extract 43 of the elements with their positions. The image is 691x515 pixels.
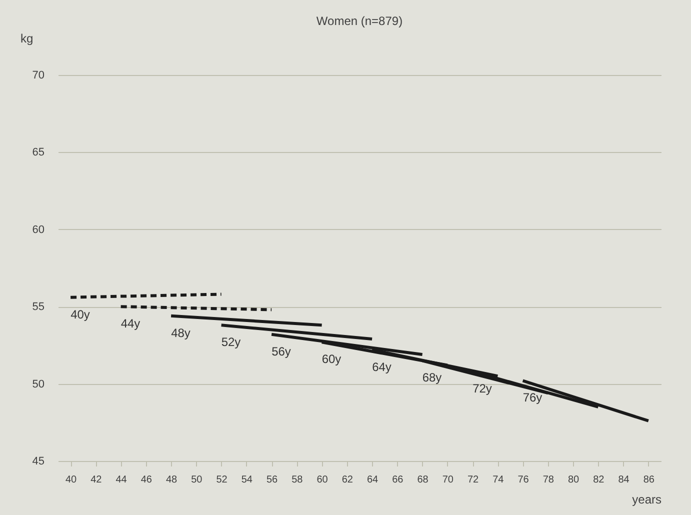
x-tick-label: 68 [417,474,429,486]
x-tick-label: 72 [468,474,480,486]
x-tick-label: 40 [66,474,78,486]
series-label: 52y [221,335,241,350]
x-tick-label: 86 [643,474,655,486]
x-tick-label: 52 [216,474,228,486]
x-tick-label: 62 [342,474,354,486]
series-label: 44y [120,316,140,331]
series-label: 68y [422,370,442,385]
series-label: 64y [372,360,392,374]
y-tick-label: 60 [32,224,44,236]
x-tick-label: 82 [593,474,605,486]
series-label: 56y [272,344,291,358]
series-label: 72y [472,381,492,396]
x-tick-label: 48 [166,474,178,486]
x-tick-label: 80 [568,474,580,486]
x-tick-label: 74 [492,474,504,486]
series-label: 48y [171,326,190,340]
series-label: 60y [322,352,342,366]
series-label: 76y [522,390,542,405]
y-axis-title: kg [20,32,34,46]
y-tick-label: 50 [32,378,44,390]
x-tick-label: 42 [90,474,102,486]
x-tick-label: 50 [191,474,203,486]
x-tick-label: 64 [367,474,379,486]
x-tick-label: 70 [442,474,454,486]
x-tick-label: 58 [292,474,304,486]
x-tick-label: 54 [241,474,253,486]
y-tick-label: 65 [32,146,44,159]
x-tick-label: 46 [140,474,152,486]
x-tick-label: 56 [266,474,278,486]
x-tick-label: 66 [392,474,404,486]
x-tick-label: 76 [518,474,530,486]
y-tick-label: 70 [32,70,44,82]
x-tick-label: 44 [116,474,128,486]
y-tick-label: 55 [32,301,44,314]
x-tick-label: 84 [618,474,630,486]
series-label: 40y [70,307,90,322]
x-tick-label: 60 [316,474,328,486]
x-axis-title: years [632,492,662,506]
chart-title: Women (n=879) [316,14,403,28]
y-tick-label: 45 [32,456,44,468]
x-tick-label: 78 [542,474,554,486]
